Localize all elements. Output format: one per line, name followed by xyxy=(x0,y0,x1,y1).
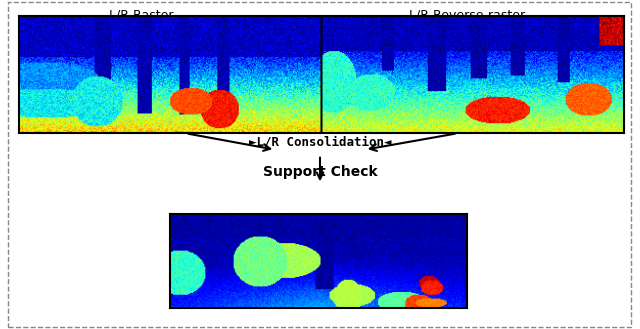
Text: Support Check: Support Check xyxy=(262,165,378,179)
Text: L/R Reverse-raster: L/R Reverse-raster xyxy=(409,8,525,21)
Text: ►L/R Consolidation◄: ►L/R Consolidation◄ xyxy=(249,135,391,148)
Text: L/R Raster: L/R Raster xyxy=(109,8,173,21)
